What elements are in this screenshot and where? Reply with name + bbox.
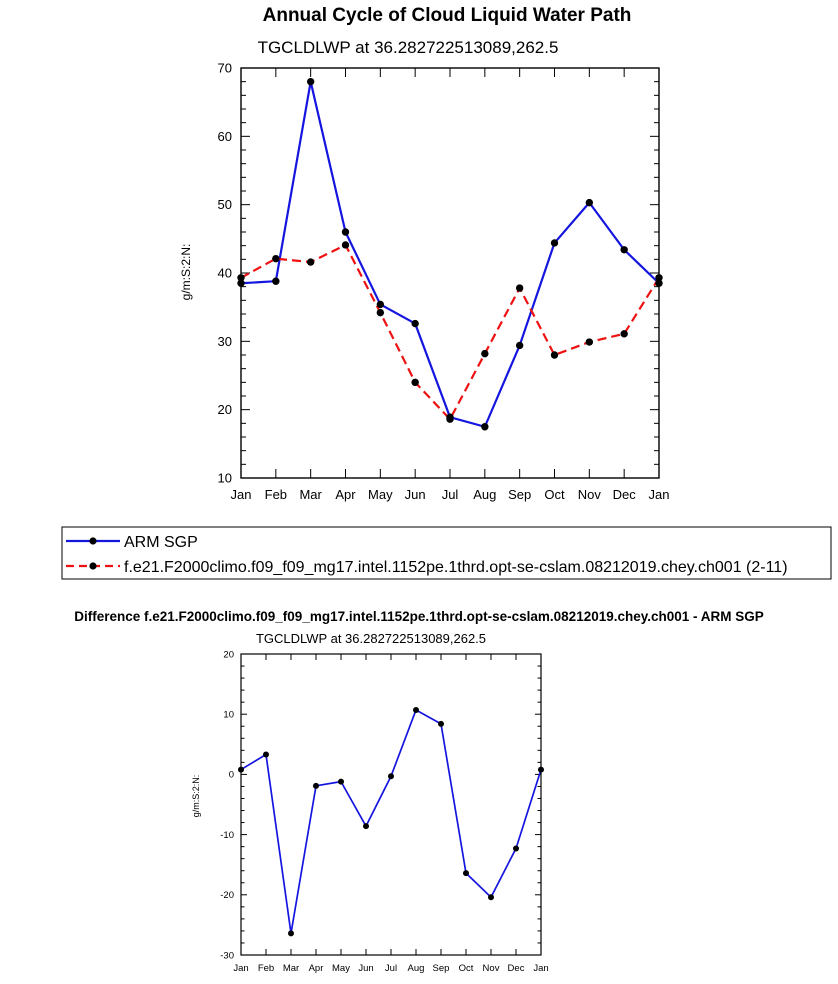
data-point: [515, 284, 524, 292]
data-point: [463, 870, 469, 877]
x-tick-label: Jul: [442, 487, 459, 502]
x-tick-label: Aug: [408, 963, 425, 974]
data-point: [411, 378, 419, 387]
data-point: [306, 258, 315, 266]
data-point: [313, 782, 319, 789]
x-tick-label: Oct: [459, 963, 474, 974]
y-tick-label: 30: [218, 334, 232, 349]
x-tick-label: Dec: [508, 963, 525, 974]
x-tick-label: Mar: [283, 963, 299, 974]
x-tick-label: Jan: [233, 963, 248, 974]
x-tick-label: May: [368, 487, 393, 502]
data-point: [338, 778, 344, 785]
chart2-axes: Jan Feb Mar Apr May Jun Jul Aug Sep Oct Nov Dec Jan -…: [220, 649, 548, 974]
data-point: [272, 254, 280, 263]
legend-marker-model: [89, 562, 97, 570]
data-point: [620, 330, 628, 338]
chart1-ylabel: g/m:S:2:N:: [179, 244, 193, 301]
x-tick-label: Sep: [433, 963, 450, 974]
y-tick-label: -30: [220, 950, 234, 961]
data-point: [341, 241, 350, 249]
x-tick-label: Jan: [231, 487, 252, 502]
data-point: [620, 246, 628, 254]
y-tick-label: 10: [218, 471, 232, 486]
y-tick-label: 50: [218, 197, 232, 212]
chart2-subtitle: TGCLDLWP at 36.282722513089,262.5: [256, 631, 486, 646]
y-tick-label: 10: [223, 710, 234, 721]
series-line-0: [240, 80, 660, 428]
y-tick-label: 60: [218, 129, 232, 144]
chart1-series: [237, 77, 663, 431]
difference-chart: Difference f.e21.F2000climo.f09_f09_mg17…: [74, 609, 764, 974]
data-point: [272, 277, 280, 285]
data-point: [585, 338, 594, 346]
x-tick-label: May: [332, 963, 350, 974]
x-tick-label: Mar: [299, 487, 322, 502]
data-point: [513, 845, 519, 852]
legend-label-arm-sgp: ARM SGP: [124, 534, 198, 551]
chart2-series: [238, 706, 544, 937]
data-point: [376, 308, 385, 317]
x-tick-label: Oct: [544, 487, 565, 502]
x-tick-label: Feb: [265, 487, 287, 502]
chart2-title: Difference f.e21.F2000climo.f09_f09_mg17…: [74, 609, 764, 624]
x-tick-label: Jun: [405, 487, 426, 502]
y-tick-label: 70: [218, 61, 232, 76]
x-tick-label: Aug: [473, 487, 496, 502]
chart1-title: Annual Cycle of Cloud Liquid Water Path: [263, 5, 632, 26]
chart1-subtitle: TGCLDLWP at 36.282722513089,262.5: [258, 38, 559, 57]
data-point: [585, 198, 594, 207]
y-tick-label: -10: [220, 830, 234, 841]
legend-label-model: f.e21.F2000climo.f09_f09_mg17.intel.1152…: [124, 559, 788, 576]
x-tick-label: Feb: [258, 963, 274, 974]
x-tick-label: Jan: [649, 487, 670, 502]
y-tick-label: 20: [218, 402, 232, 417]
data-point: [550, 351, 559, 359]
chart2-plot-frame: [240, 653, 542, 956]
x-tick-label: Jun: [358, 963, 373, 974]
y-tick-label: 40: [218, 266, 232, 281]
x-tick-label: Nov: [578, 487, 602, 502]
data-point: [446, 415, 454, 423]
data-point: [413, 706, 419, 713]
data-point: [411, 319, 419, 328]
data-point: [488, 894, 494, 901]
data-point: [438, 720, 444, 727]
data-point: [363, 823, 369, 830]
x-tick-label: Apr: [309, 963, 324, 974]
series-line-1: [240, 243, 660, 421]
data-point: [288, 930, 294, 937]
legend-box: [61, 526, 832, 580]
data-point: [550, 239, 559, 247]
data-point: [306, 77, 315, 86]
data-point: [515, 341, 524, 350]
chart2-ylabel: g/m:S:2:N:: [191, 775, 201, 818]
data-point: [263, 751, 269, 758]
x-tick-label: Nov: [483, 963, 500, 974]
data-point: [388, 773, 394, 780]
x-tick-label: Apr: [335, 487, 356, 502]
legend-marker-arm-sgp: [89, 537, 97, 545]
data-point: [481, 349, 489, 358]
chart1-legend: ARM SGP f.e21.F2000climo.f09_f09_mg17.in…: [61, 526, 832, 580]
annual-cycle-chart: Annual Cycle of Cloud Liquid Water Path …: [179, 5, 669, 502]
series-line-0: [240, 709, 542, 935]
x-tick-label: Sep: [508, 487, 531, 502]
data-point: [481, 423, 489, 431]
x-tick-label: Dec: [613, 487, 637, 502]
data-point: [376, 300, 385, 309]
y-tick-label: 20: [223, 649, 234, 660]
y-tick-label: -20: [220, 890, 234, 901]
y-tick-label: 0: [229, 770, 234, 781]
chart1-axes: Jan Feb Mar Apr May Jun Jul Aug Sep Oct Nov Dec Jan1…: [218, 61, 670, 502]
x-tick-label: Jul: [385, 963, 397, 974]
data-point: [341, 228, 350, 236]
chart1-plot-frame: [240, 67, 660, 479]
x-tick-label: Jan: [533, 963, 548, 974]
